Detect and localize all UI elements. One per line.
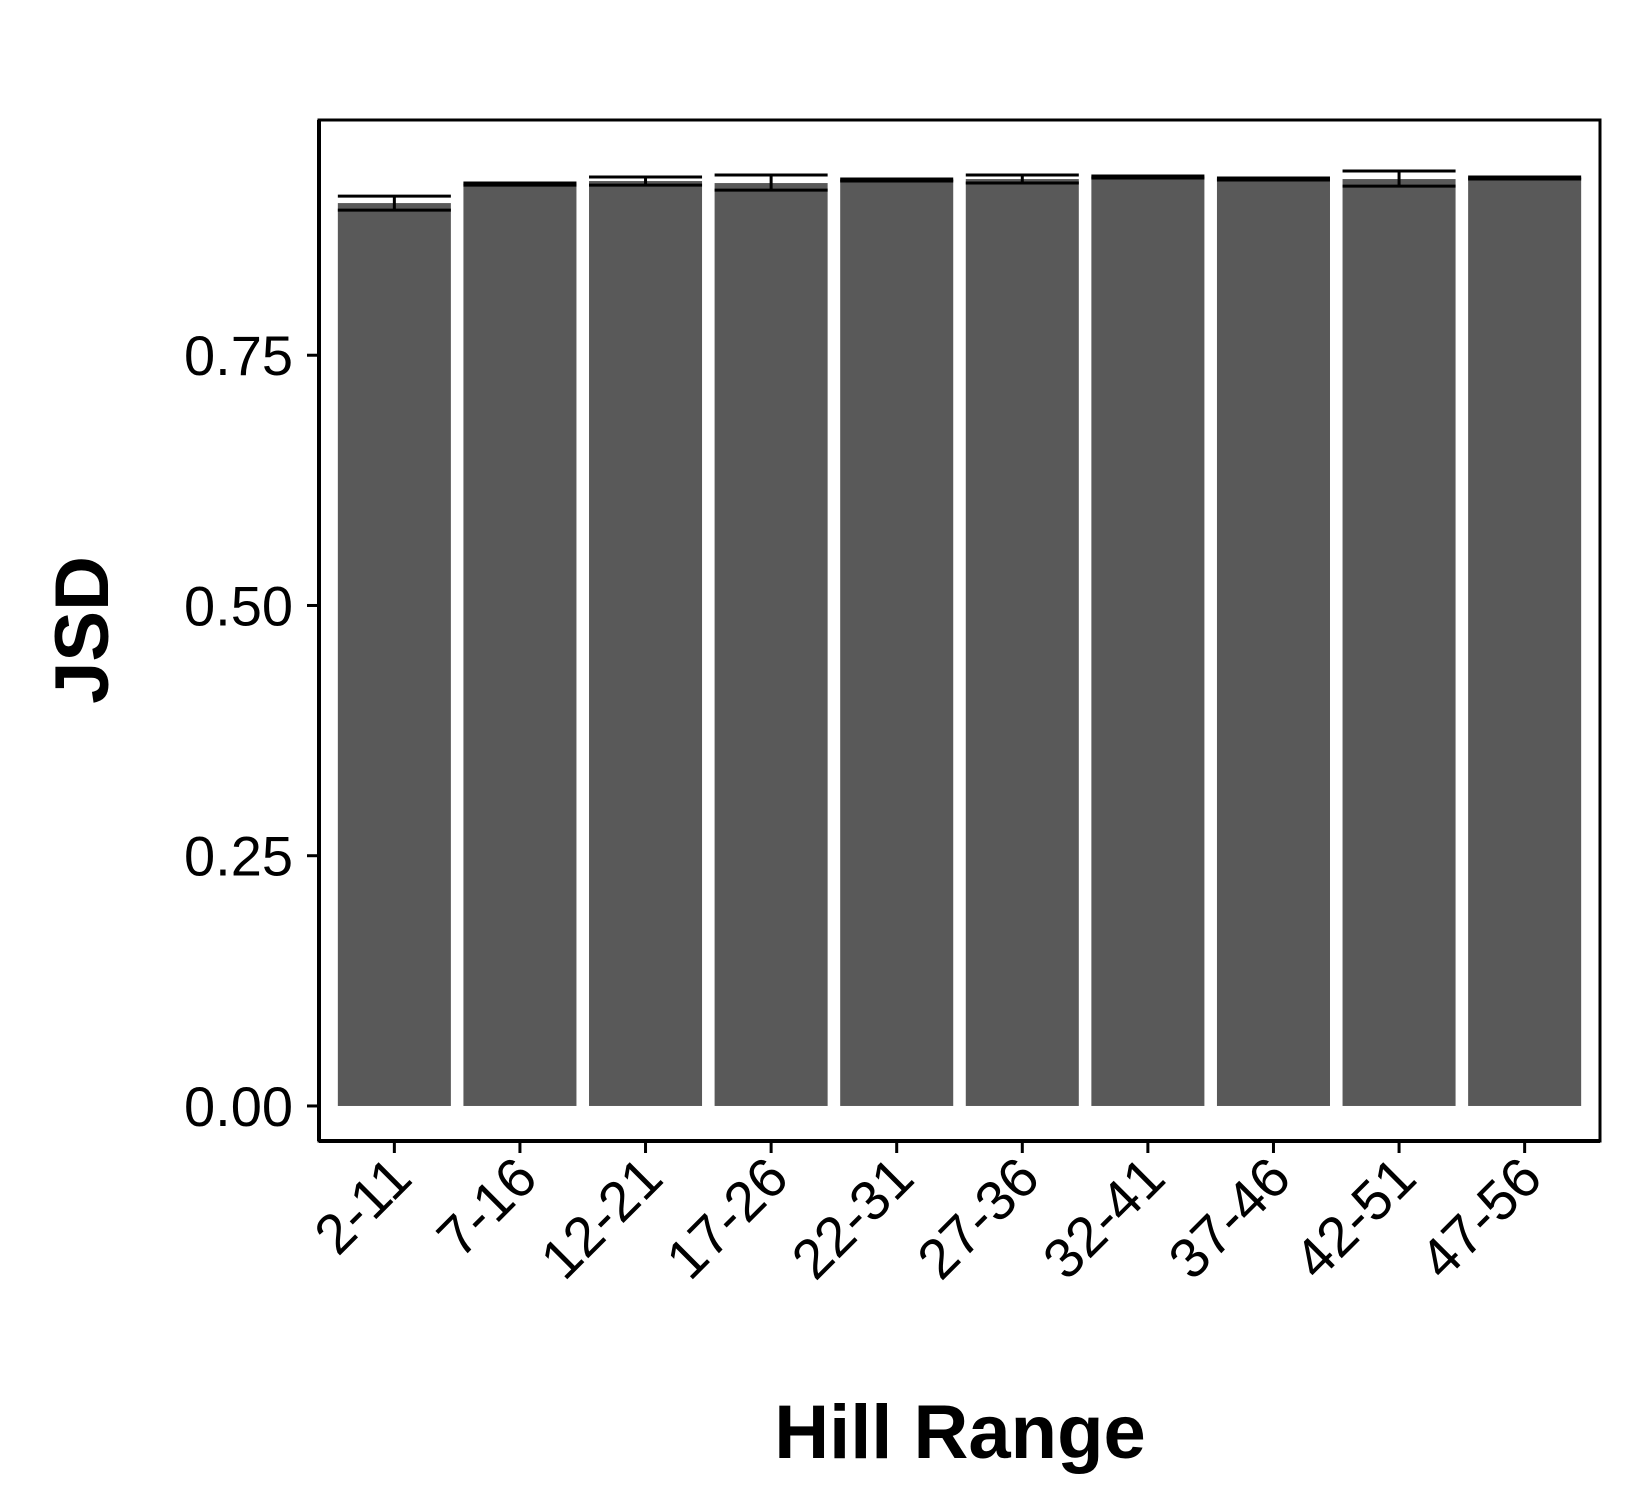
error-bar-27-36 — [965, 173, 1079, 185]
error-bar-17-26 — [714, 173, 828, 192]
error-bar-2-11 — [337, 194, 451, 212]
y-tick-label: 0.00 — [184, 1075, 293, 1138]
bar-47-56 — [1468, 178, 1582, 1106]
bars-group — [337, 177, 1582, 1106]
y-axis-title: JSD — [40, 556, 125, 704]
y-tick-label: 0.50 — [184, 574, 293, 637]
bar-32-41 — [1091, 177, 1205, 1106]
bar-12-21 — [589, 181, 703, 1106]
bar-37-46 — [1216, 179, 1330, 1106]
x-axis-title: Hill Range — [774, 1390, 1146, 1475]
error-bar-37-46 — [1216, 176, 1330, 182]
x-tick-label: 37-46 — [1156, 1145, 1302, 1291]
y-tick-label: 0.75 — [184, 324, 293, 387]
error-bar-42-51 — [1342, 169, 1456, 188]
y-tick-label: 0.25 — [184, 825, 293, 888]
x-tick-label: 47-56 — [1407, 1145, 1553, 1291]
x-tick-label: 12-21 — [528, 1145, 674, 1291]
x-tick-label: 7-16 — [425, 1145, 549, 1269]
x-tick-label: 42-51 — [1282, 1145, 1428, 1291]
x-axis: 2-11 7-1612-2117-2622-3127-3632-4137-4642… — [302, 1139, 1600, 1291]
bar-27-36 — [965, 179, 1079, 1106]
error-bar-12-21 — [589, 175, 703, 187]
error-bar-32-41 — [1091, 174, 1205, 180]
error-bar-22-31 — [840, 177, 954, 183]
y-axis: 0.00 0.25 0.50 0.75 — [184, 120, 321, 1141]
x-tick-label: 17-26 — [654, 1145, 800, 1291]
x-tick-label: 22-31 — [779, 1145, 925, 1291]
x-tick-label: 32-41 — [1031, 1145, 1177, 1291]
bar-22-31 — [840, 180, 954, 1106]
error-bar-7-16 — [463, 181, 577, 187]
bar-42-51 — [1342, 179, 1456, 1106]
x-tick-label: 27-36 — [905, 1145, 1051, 1291]
x-tick-label: 2-11 — [302, 1145, 423, 1266]
error-bars-group — [337, 169, 1582, 212]
bar-17-26 — [714, 183, 828, 1106]
bar-2-11 — [337, 203, 451, 1106]
bar-7-16 — [463, 184, 577, 1106]
error-bar-47-56 — [1468, 175, 1582, 181]
